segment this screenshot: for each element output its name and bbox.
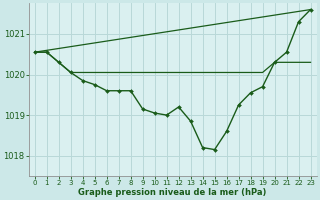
X-axis label: Graphe pression niveau de la mer (hPa): Graphe pression niveau de la mer (hPa) bbox=[78, 188, 267, 197]
